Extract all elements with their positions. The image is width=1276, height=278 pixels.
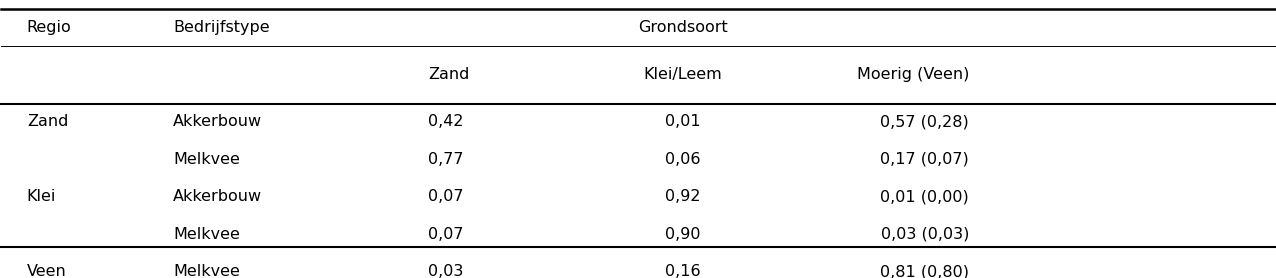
Text: 0,17 (0,07): 0,17 (0,07)	[880, 152, 968, 167]
Text: Akkerbouw: Akkerbouw	[174, 114, 263, 129]
Text: Zand: Zand	[27, 114, 68, 129]
Text: Moerig (Veen): Moerig (Veen)	[856, 67, 968, 82]
Text: 0,92: 0,92	[665, 189, 701, 204]
Text: 0,57 (0,28): 0,57 (0,28)	[880, 114, 968, 129]
Text: Melkvee: Melkvee	[174, 227, 240, 242]
Text: Veen: Veen	[27, 264, 66, 278]
Text: 0,77: 0,77	[427, 152, 463, 167]
Text: Regio: Regio	[27, 21, 71, 36]
Text: Melkvee: Melkvee	[174, 152, 240, 167]
Text: 0,07: 0,07	[427, 227, 463, 242]
Text: 0,03 (0,03): 0,03 (0,03)	[880, 227, 968, 242]
Text: Klei/Leem: Klei/Leem	[643, 67, 722, 82]
Text: Grondsoort: Grondsoort	[638, 21, 727, 36]
Text: 0,42: 0,42	[427, 114, 463, 129]
Text: Klei: Klei	[27, 189, 56, 204]
Text: 0,03: 0,03	[427, 264, 463, 278]
Text: 0,06: 0,06	[665, 152, 701, 167]
Text: Akkerbouw: Akkerbouw	[174, 189, 263, 204]
Text: 0,90: 0,90	[665, 227, 701, 242]
Text: 0,01: 0,01	[665, 114, 701, 129]
Text: 0,01 (0,00): 0,01 (0,00)	[880, 189, 968, 204]
Text: 0,81 (0,80): 0,81 (0,80)	[880, 264, 968, 278]
Text: 0,07: 0,07	[427, 189, 463, 204]
Text: Melkvee: Melkvee	[174, 264, 240, 278]
Text: Zand: Zand	[427, 67, 470, 82]
Text: Bedrijfstype: Bedrijfstype	[174, 21, 271, 36]
Text: 0,16: 0,16	[665, 264, 701, 278]
